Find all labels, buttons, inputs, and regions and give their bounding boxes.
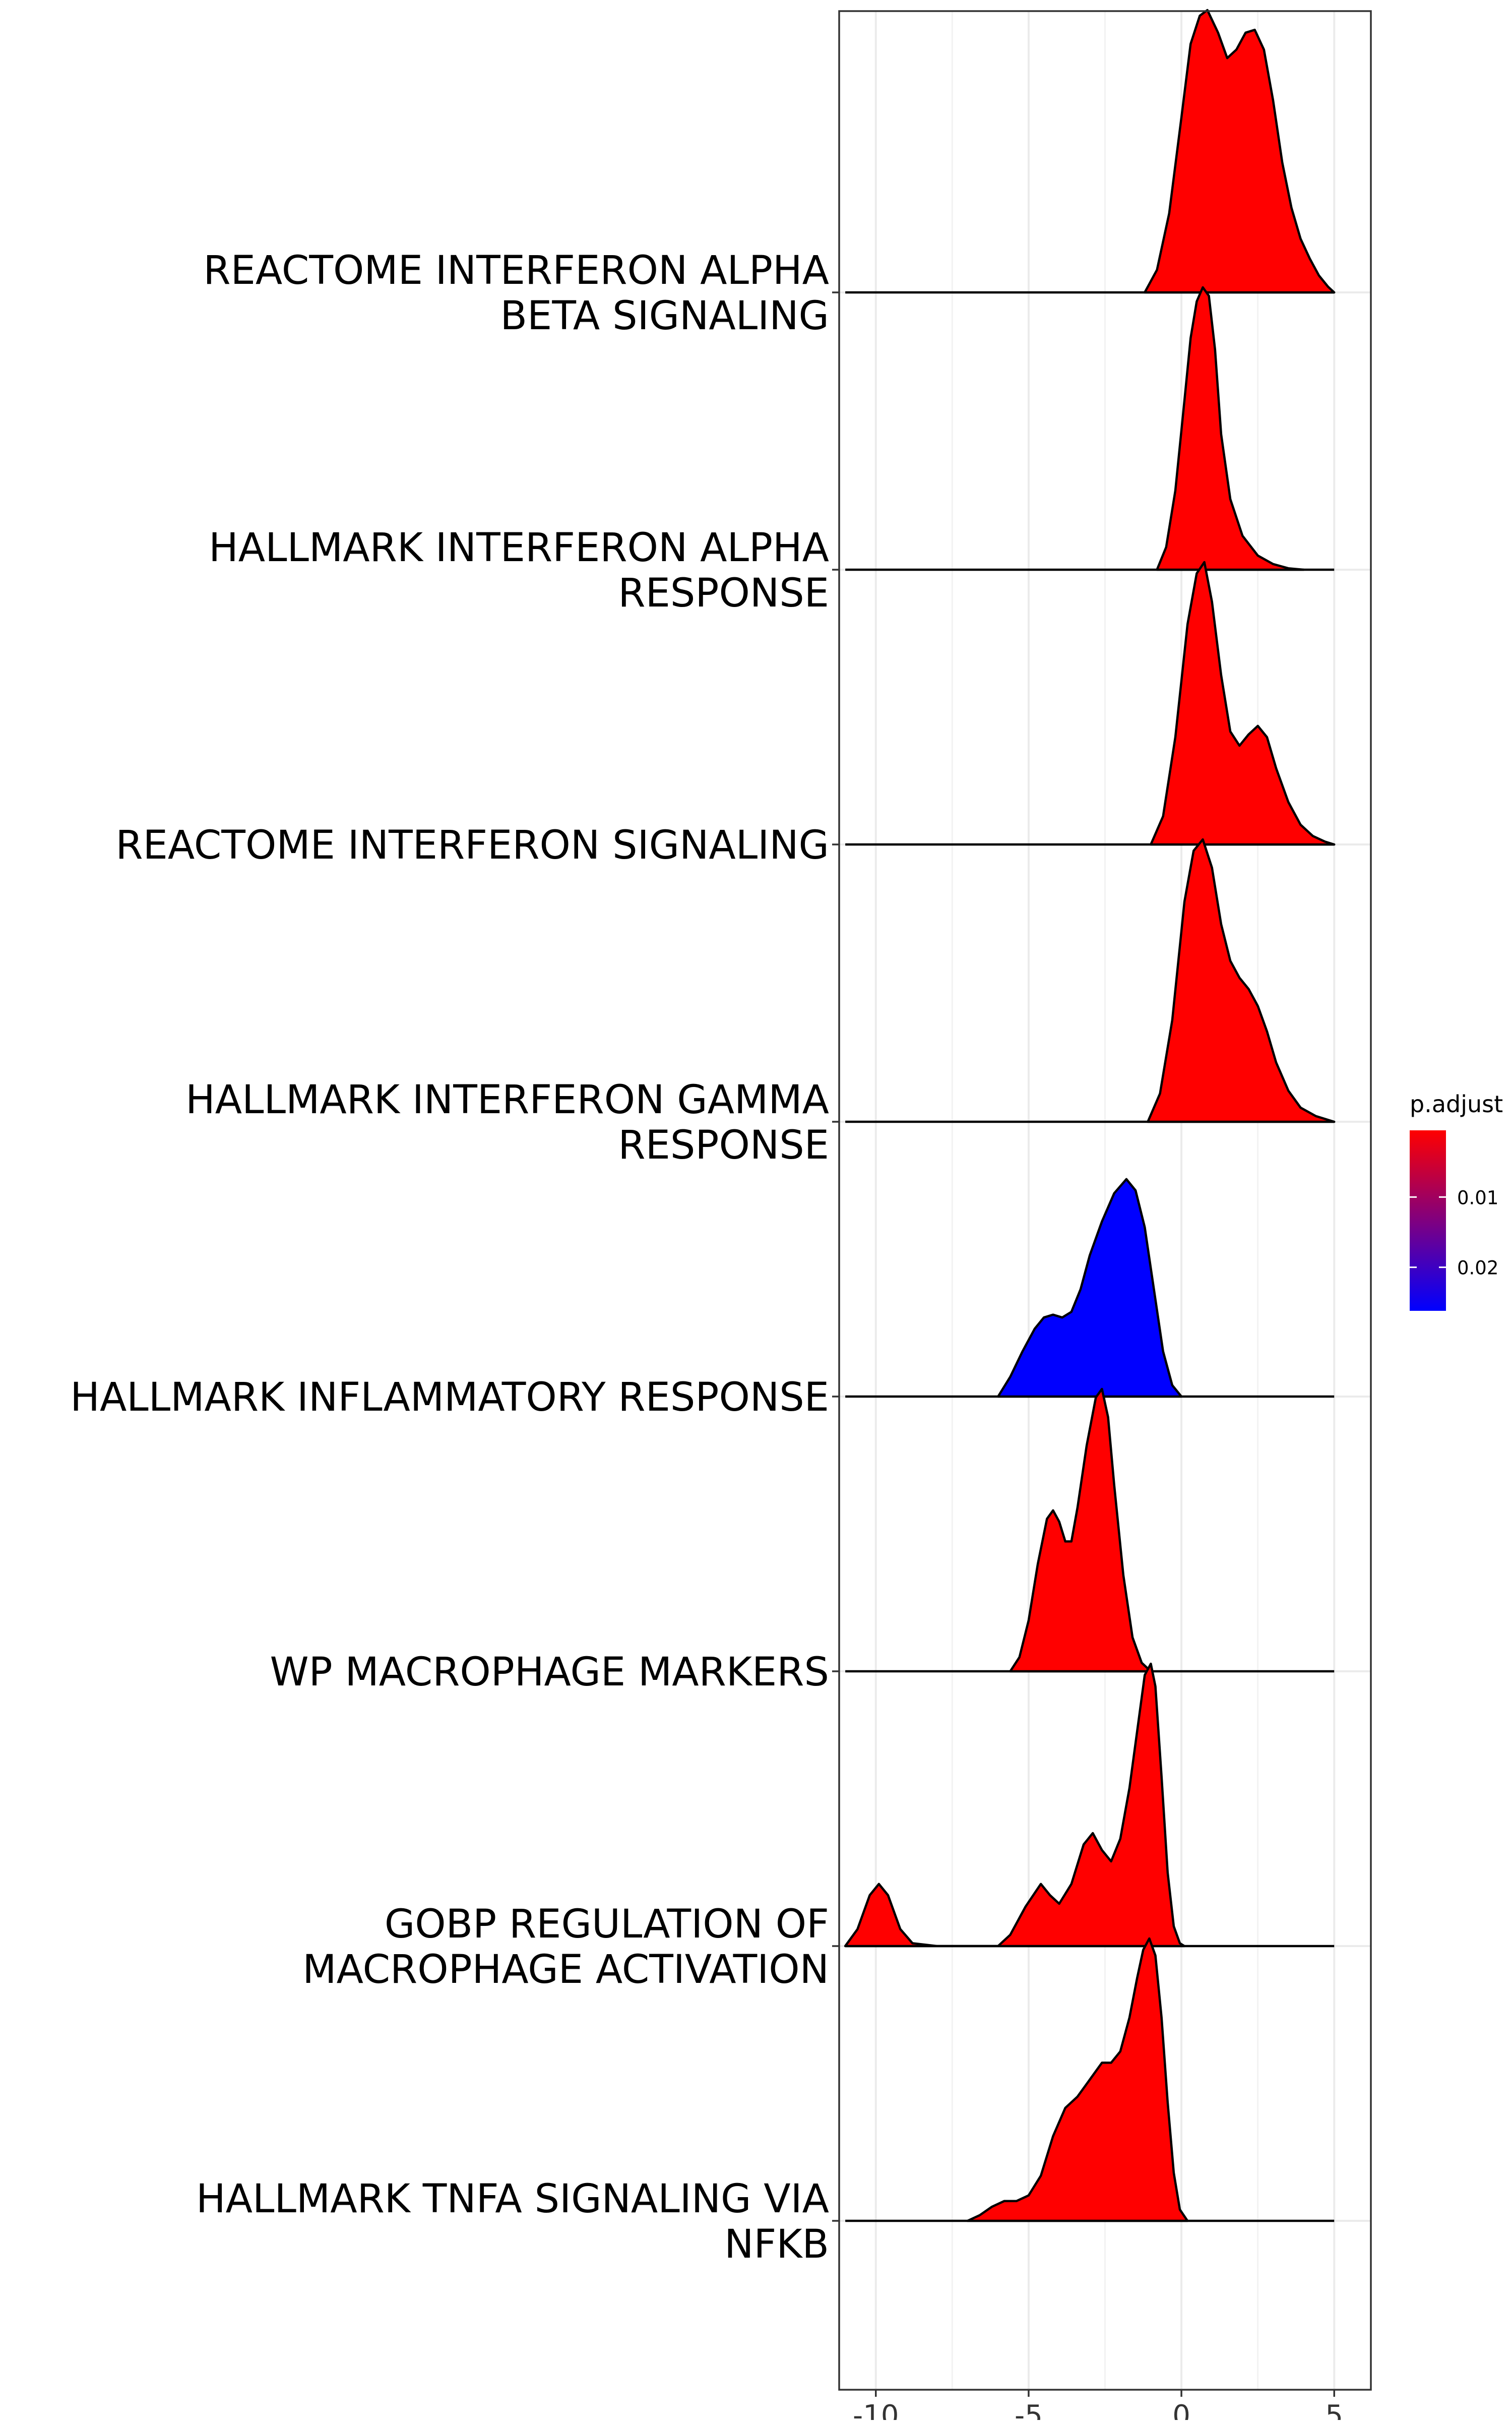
ridge-series xyxy=(845,286,1335,571)
ridge-density xyxy=(1156,286,1305,571)
x-tick-label: -5 xyxy=(1015,2399,1043,2420)
legend-tick-label: 0.01 xyxy=(1457,1187,1498,1208)
legend-tick-label: 0.02 xyxy=(1457,1257,1498,1279)
ridge-density xyxy=(844,1662,1186,1948)
ridge-series xyxy=(845,1937,1335,2222)
ridge-density xyxy=(1150,561,1336,846)
ridge-series xyxy=(845,561,1336,846)
ridge-series xyxy=(845,838,1336,1123)
ridge-series xyxy=(845,1387,1335,1673)
y-tick-label: HALLMARK TNFA SIGNALING VIA NFKB xyxy=(196,2176,829,2267)
x-tick-label: 0 xyxy=(1172,2399,1190,2420)
y-tick-label: HALLMARK INFLAMMATORY RESPONSE xyxy=(70,1375,829,1420)
y-tick-label: REACTOME INTERFERON ALPHA BETA SIGNALING xyxy=(203,248,829,339)
x-tick-label: 5 xyxy=(1325,2399,1343,2420)
ridge-density xyxy=(1009,1387,1152,1673)
y-tick-label: REACTOME INTERFERON SIGNALING xyxy=(115,823,829,868)
ridge-density xyxy=(1147,838,1336,1123)
y-tick-label: HALLMARK INTERFERON ALPHA RESPONSE xyxy=(209,525,829,616)
ridge-series xyxy=(844,1662,1335,1948)
y-tick-label: GOBP REGULATION OF MACROPHAGE ACTIVATION xyxy=(302,1902,829,1992)
x-tick-label: -10 xyxy=(853,2399,899,2420)
ridge-density xyxy=(997,1178,1183,1398)
ridge-density xyxy=(966,1937,1189,2222)
legend-colorbar xyxy=(1410,1130,1446,1311)
y-tick-label: WP MACROPHAGE MARKERS xyxy=(270,1650,829,1695)
ridge-series xyxy=(845,1178,1335,1398)
panel-border xyxy=(838,10,1372,2391)
legend-title: p.adjust xyxy=(1410,1091,1503,1118)
y-tick-label: HALLMARK INTERFERON GAMMA RESPONSE xyxy=(185,1077,829,1168)
ridge-series xyxy=(845,9,1336,294)
ridge-density xyxy=(1144,9,1336,294)
